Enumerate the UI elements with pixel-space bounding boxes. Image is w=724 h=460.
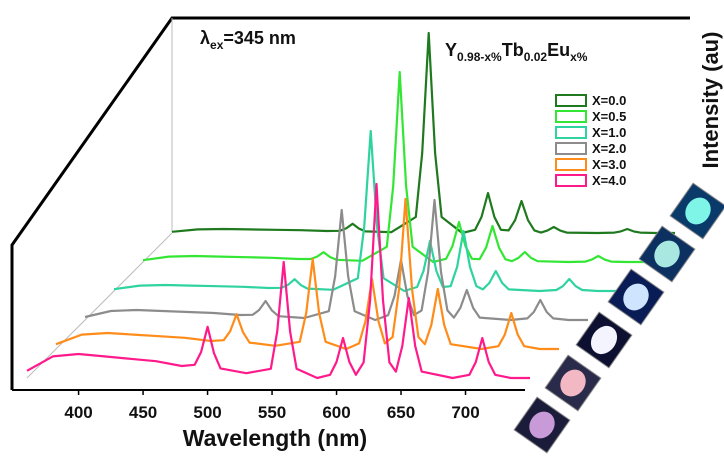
x-axis-title: Wavelength (nm) (183, 425, 367, 451)
legend-swatch (555, 126, 587, 139)
excitation-label: λex=345 nm (200, 28, 296, 52)
legend-swatch (555, 94, 587, 107)
legend-label: X=4.0 (592, 173, 626, 188)
x-tick-label: 550 (258, 403, 286, 422)
x-axis: 400 450 500 550 600 650 700 (64, 390, 480, 422)
formula: Y0.98-x%Tb0.02Eux% (445, 40, 588, 64)
x-tick-label: 600 (322, 403, 350, 422)
x-tick-label: 650 (387, 403, 415, 422)
spectrum-line (142, 70, 646, 264)
x-tick-label: 400 (64, 403, 92, 422)
x-tick-label: 700 (451, 403, 479, 422)
legend-swatch (555, 142, 587, 155)
legend-swatch (555, 174, 587, 187)
legend-label: X=0.5 (592, 109, 626, 124)
spectrum-line (113, 129, 617, 293)
formula-subscript: x% (570, 50, 588, 64)
spectrum-line (171, 31, 675, 235)
legend-label: X=2.0 (592, 141, 626, 156)
legend: X=0.0X=0.5X=1.0X=2.0X=3.0X=4.0 (555, 93, 626, 188)
frame (10, 16, 690, 390)
formula-subscript: 0.98-x% (457, 50, 502, 64)
formula-text: Eu (547, 40, 570, 60)
spectrum-line (26, 182, 530, 380)
legend-label: X=1.0 (592, 125, 626, 140)
y-axis-title: Intensity (au) (698, 32, 723, 169)
x-tick-label: 500 (193, 403, 221, 422)
depth-edge (26, 232, 173, 379)
legend-label: X=3.0 (592, 157, 626, 172)
legend-swatch (555, 158, 587, 171)
spectra (26, 31, 675, 380)
formula-subscript: 0.02 (524, 50, 548, 64)
formula-text: Y (445, 40, 457, 60)
formula-text: Tb (502, 40, 524, 60)
legend-label: X=0.0 (592, 93, 626, 108)
legend-swatch (555, 110, 587, 123)
sample-photos (513, 182, 724, 454)
x-tick-label: 450 (129, 403, 157, 422)
